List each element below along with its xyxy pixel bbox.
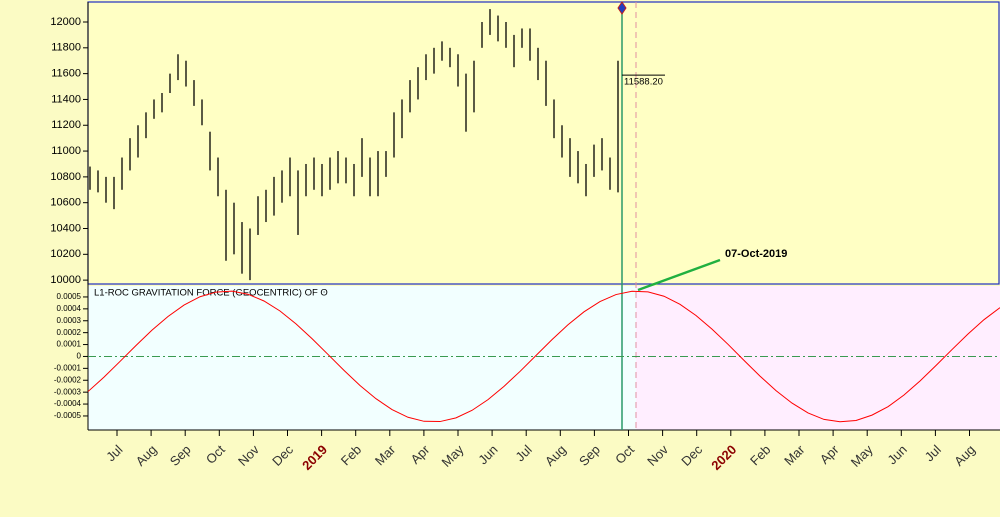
y-tick-label: 10600 xyxy=(50,197,81,209)
y-tick-label: 0.0004 xyxy=(57,304,82,313)
indicator-title: L1-ROC GRAVITATION FORCE (GEOCENTRIC) OF… xyxy=(94,288,328,299)
y-tick-label: -0.0005 xyxy=(54,411,82,420)
y-tick-label: 10000 xyxy=(50,274,81,286)
price-pane xyxy=(87,1,1000,285)
y-tick-label: 0.0003 xyxy=(57,316,82,325)
y-tick-label: 0.0001 xyxy=(57,340,82,349)
y-tick-label: 10800 xyxy=(50,171,81,183)
y-tick-label: 11400 xyxy=(51,93,81,105)
indicator-line xyxy=(87,290,1000,423)
forecast-pane xyxy=(636,286,1000,430)
y-tick-label: 11600 xyxy=(51,68,81,80)
annotation: 07-Oct-2019 xyxy=(725,248,787,260)
y-tick-label: 0 xyxy=(77,352,82,361)
y-tick-label: 12000 xyxy=(50,16,81,28)
y-tick-label: 10200 xyxy=(50,248,81,260)
y-tick-label: -0.0004 xyxy=(54,399,82,408)
last-price-label: 11588.20 xyxy=(624,77,663,88)
y-tick-label: -0.0003 xyxy=(54,387,82,396)
y-tick-label: 0.0005 xyxy=(57,292,82,301)
y-tick-label: 11800 xyxy=(51,42,81,54)
y-tick-label: 11000 xyxy=(51,145,81,157)
y-tick-label: -0.0002 xyxy=(54,375,82,384)
annotation-arrow xyxy=(637,258,721,292)
cursor-marker xyxy=(617,1,627,15)
y-tick-label: -0.0001 xyxy=(54,363,82,372)
indicator-pane xyxy=(88,286,636,430)
y-tick-label: 10400 xyxy=(50,222,81,234)
y-tick-label: 11200 xyxy=(51,119,81,131)
y-tick-label: 0.0002 xyxy=(57,328,82,337)
